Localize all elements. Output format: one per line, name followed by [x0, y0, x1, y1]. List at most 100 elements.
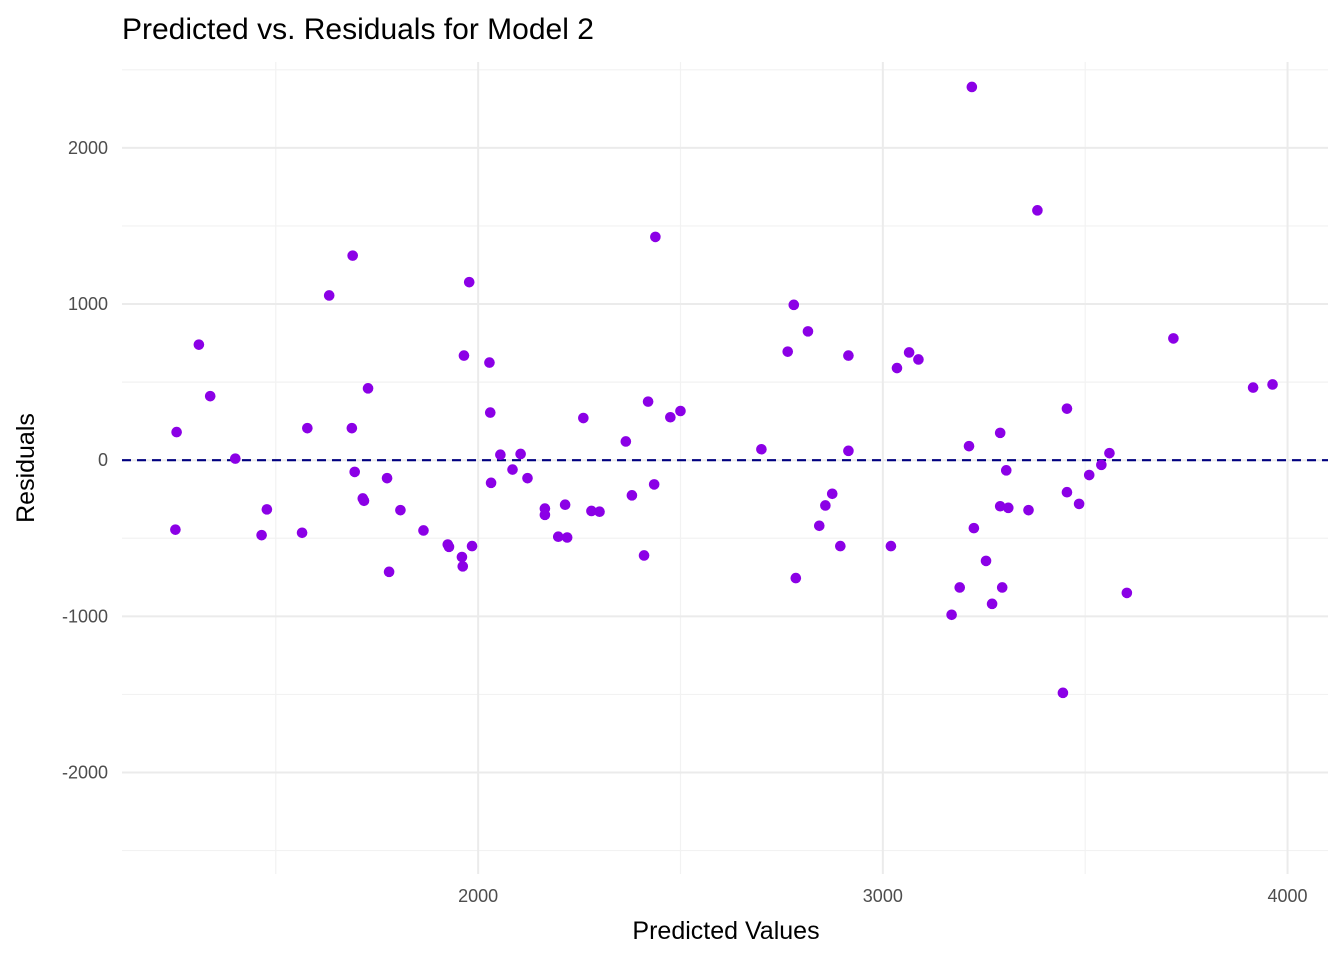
data-point-82	[1073, 498, 1085, 510]
data-point-56	[820, 500, 831, 511]
data-point-31	[507, 464, 518, 475]
data-point-14	[358, 495, 370, 507]
data-point-22	[456, 551, 468, 563]
y-tick-label-4: 2000	[68, 138, 108, 158]
y-tick-label-1: -1000	[62, 606, 108, 626]
data-point-52	[788, 299, 800, 311]
x-tick-label-0: 2000	[458, 886, 498, 906]
y-tick-label-2: 0	[98, 450, 108, 470]
data-point-79	[1057, 687, 1069, 699]
data-point-71	[986, 598, 998, 610]
data-point-49	[675, 405, 686, 417]
data-point-53	[790, 572, 802, 584]
y-tick-label-0: -2000	[62, 763, 108, 783]
data-point-39	[578, 412, 589, 424]
data-point-43	[626, 490, 638, 501]
data-point-29	[485, 477, 497, 489]
data-point-44	[638, 550, 650, 561]
data-point-27	[484, 357, 495, 368]
data-point-61	[885, 540, 897, 552]
data-point-46	[648, 479, 660, 490]
data-point-42	[620, 436, 632, 447]
data-point-37	[559, 499, 571, 510]
data-point-26	[466, 540, 478, 552]
data-point-57	[826, 488, 838, 500]
data-point-74	[996, 582, 1008, 593]
x-tick-label-2: 4000	[1268, 886, 1308, 906]
data-point-47	[650, 231, 661, 243]
data-point-45	[642, 396, 654, 407]
data-point-36	[552, 531, 564, 543]
data-point-33	[522, 472, 533, 484]
data-point-6	[261, 504, 273, 515]
data-point-4	[230, 453, 241, 464]
data-point-63	[903, 347, 915, 358]
x-axis-title: Predicted Values	[632, 917, 819, 945]
data-point-66	[954, 582, 966, 593]
x-axis-tick-labels: 2000 3000 4000	[458, 886, 1307, 906]
data-point-3	[204, 390, 216, 402]
data-point-86	[1121, 587, 1133, 599]
data-point-78	[1032, 205, 1043, 216]
data-point-15	[362, 383, 374, 394]
data-point-60	[843, 445, 854, 457]
x-tick-label-1: 3000	[863, 886, 903, 906]
data-point-89	[1267, 379, 1278, 390]
data-point-62	[891, 362, 903, 374]
data-point-1	[170, 524, 181, 535]
data-points	[170, 81, 1278, 699]
data-point-16	[381, 472, 393, 484]
data-point-59	[843, 350, 854, 361]
chart-title: Predicted vs. Residuals for Model 2	[122, 13, 594, 46]
y-axis-tick-labels: -2000 -1000 0 1000 2000	[62, 138, 108, 783]
data-point-69	[968, 522, 980, 534]
data-point-5	[256, 529, 267, 541]
data-point-54	[802, 326, 814, 337]
data-point-41	[594, 506, 605, 518]
data-point-21	[443, 541, 455, 553]
data-point-2	[193, 339, 205, 350]
data-point-81	[1061, 486, 1073, 498]
data-point-11	[346, 422, 358, 434]
data-point-77	[1023, 504, 1034, 516]
data-point-70	[980, 555, 992, 567]
data-point-84	[1096, 459, 1107, 471]
plot-grid	[122, 62, 1328, 874]
data-point-58	[835, 540, 846, 552]
data-point-19	[418, 525, 429, 536]
data-point-68	[966, 81, 978, 93]
data-point-35	[539, 509, 551, 521]
data-point-67	[963, 440, 975, 452]
data-point-18	[395, 504, 406, 516]
data-point-40	[586, 505, 597, 517]
data-point-32	[515, 448, 526, 460]
data-point-17	[383, 566, 395, 578]
data-point-64	[913, 354, 924, 365]
y-tick-label-3: 1000	[68, 294, 108, 314]
data-point-76	[1002, 502, 1014, 514]
data-point-30	[495, 449, 506, 461]
data-point-9	[323, 290, 335, 301]
data-point-50	[756, 443, 767, 455]
data-point-48	[665, 411, 676, 423]
data-point-28	[484, 407, 496, 418]
data-point-85	[1104, 447, 1115, 459]
data-point-7	[296, 527, 308, 539]
data-point-25	[463, 276, 475, 288]
data-point-23	[457, 561, 469, 572]
data-point-72	[994, 427, 1006, 439]
data-point-0	[171, 426, 182, 438]
y-axis-title: Residuals	[12, 413, 40, 523]
data-point-51	[782, 346, 794, 357]
data-point-10	[347, 250, 358, 261]
data-point-88	[1247, 382, 1259, 393]
data-point-38	[561, 532, 573, 543]
data-point-80	[1061, 403, 1073, 414]
data-point-87	[1168, 333, 1179, 344]
data-point-75	[1000, 465, 1012, 476]
data-point-73	[994, 500, 1006, 512]
data-point-55	[813, 520, 825, 532]
data-point-83	[1083, 469, 1095, 481]
data-point-24	[458, 350, 470, 361]
